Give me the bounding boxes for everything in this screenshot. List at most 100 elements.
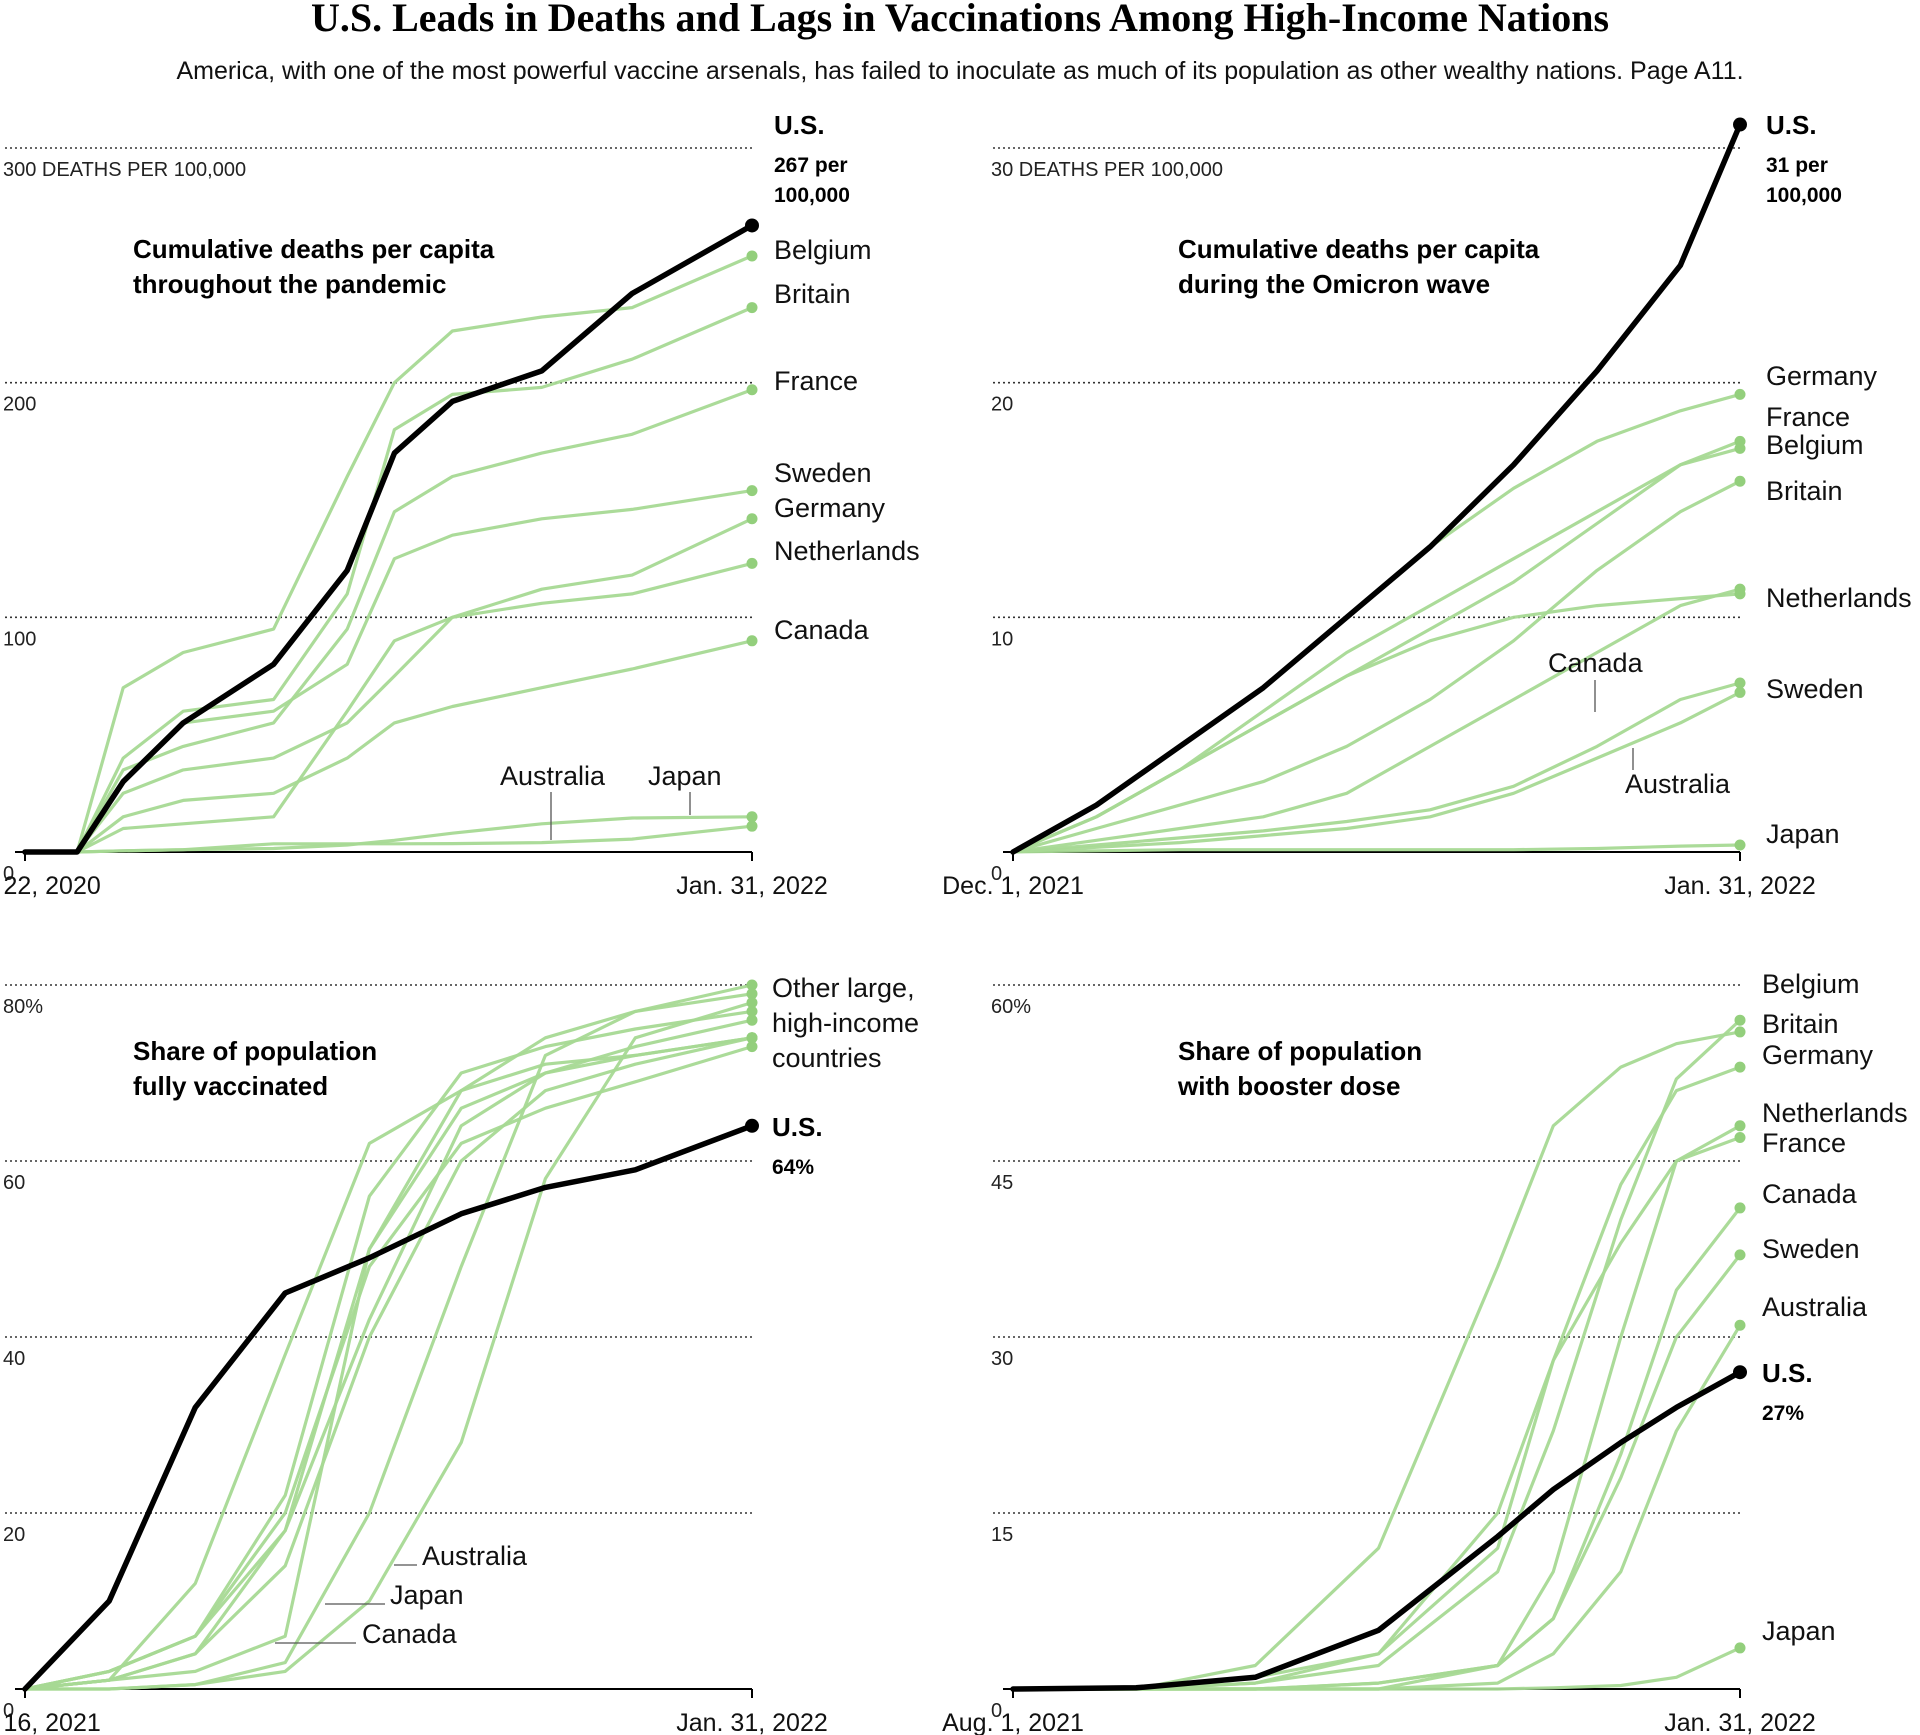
series-end-dot-japan [1734, 1642, 1746, 1654]
end-label-japan: Japan [1762, 1616, 1836, 1646]
y-tick-label: 15 [991, 1524, 1013, 1546]
series-line-australia [23, 824, 754, 854]
y-tick-label: 20 [991, 394, 1013, 416]
series-end-dot-germany [1734, 1061, 1746, 1073]
end-label-france: France [1762, 1128, 1846, 1158]
end-label-value: 64% [772, 1156, 814, 1179]
callout-label-canada: Canada [1548, 648, 1644, 678]
series-line-japan [23, 815, 754, 854]
y-tick-label: 0 [3, 1700, 14, 1722]
end-label-germany: Germany [1766, 361, 1878, 391]
series-end-dot-belgium [1734, 442, 1746, 454]
series-line-france [23, 1018, 754, 1691]
series-end-dot-canada [1734, 1202, 1746, 1214]
series-end-dot-u-s [1733, 117, 1747, 132]
series-line-u-s [1010, 1369, 1743, 1692]
series-line-belgium [23, 254, 754, 854]
panel-title: Cumulative deaths per capita [1178, 234, 1540, 264]
end-label-value: 100,000 [1766, 184, 1842, 207]
series-line-netherlands [23, 561, 754, 854]
y-tick-label: 0 [991, 863, 1002, 885]
series-end-dot-france [746, 384, 758, 396]
series-line-britain [1011, 479, 1742, 854]
y-tick-label: 100 [3, 628, 36, 650]
series-line-japan [1011, 843, 1742, 854]
series-end-dot-japan [746, 811, 758, 823]
x-tick-label: Jan. 31, 2022 [1664, 1709, 1816, 1735]
y-tick-label: 10 [991, 628, 1013, 650]
series-end-dot-britain [1734, 475, 1746, 487]
series-end-dot-belgium [746, 250, 758, 262]
series-end-dot-sweden [746, 485, 758, 497]
callout-label-australia: Australia [1625, 769, 1731, 799]
panel-title: with booster dose [1177, 1071, 1400, 1101]
series-end-dot-u-s [1733, 1365, 1747, 1380]
subheadline: America, with one of the most powerful v… [176, 57, 1744, 85]
series-line-britain [1011, 1030, 1742, 1691]
series-line-britain [23, 306, 754, 854]
callout-label-australia: Australia [422, 1541, 528, 1571]
series-line-canada [23, 983, 754, 1691]
end-label-canada: Canada [1762, 1179, 1858, 1209]
series-end-dot-belgium [746, 1005, 758, 1017]
series-line-sweden [23, 489, 754, 854]
series-end-dot-netherlands [1734, 1120, 1746, 1132]
end-label-netherlands: Netherlands [774, 536, 920, 566]
end-label-japan: Japan [1766, 819, 1840, 849]
series-line-japan [1011, 1646, 1742, 1691]
series-end-dot-britain [746, 302, 758, 314]
x-tick-label: Jan. 31, 2022 [1664, 872, 1816, 900]
end-label-britain: Britain [1766, 476, 1843, 506]
panel-title: Cumulative deaths per capita [133, 234, 495, 264]
series-line-canada [1011, 681, 1742, 854]
y-tick-label: 30 DEATHS PER 100,000 [991, 159, 1223, 181]
end-label-value: 27% [1762, 1402, 1804, 1425]
series-end-dot-canada [1734, 677, 1746, 689]
end-label-britain: Britain [1762, 1009, 1839, 1039]
y-tick-label: 60 [3, 1172, 25, 1194]
panel-title: fully vaccinated [133, 1071, 328, 1101]
series-end-dot-germany [1734, 388, 1746, 400]
series-end-dot-japan [1734, 839, 1746, 851]
y-tick-label: 200 [3, 394, 36, 416]
x-tick-label: Jan. 31, 2022 [676, 1709, 828, 1735]
y-tick-label: 45 [991, 1172, 1013, 1194]
series-line-u-s [22, 1123, 755, 1692]
y-tick-label: 40 [3, 1348, 25, 1370]
series-line-netherlands [23, 1036, 754, 1691]
series-end-dot-belgium [1734, 1014, 1746, 1026]
x-tick-label: Jan. 16, 2021 [0, 1709, 101, 1735]
end-label-belgium: Belgium [774, 235, 872, 265]
end-label-u-s: U.S. [774, 110, 825, 140]
group-label: Other large, [772, 973, 915, 1003]
series-end-dot-sweden [1734, 583, 1746, 595]
series-line-netherlands [1011, 1124, 1742, 1691]
end-label-sweden: Sweden [774, 458, 872, 488]
series-line-australia [23, 1001, 754, 1691]
series-end-dot-sweden [746, 1032, 758, 1044]
group-label: high-income [772, 1008, 919, 1038]
end-label-germany: Germany [774, 493, 886, 523]
callout-label-japan: Japan [648, 761, 722, 791]
series-line-u-s [1010, 121, 1743, 855]
panel-fully-vaccinated: 0 20 40 60 80% Jan. 16, 2021 Jan. 31, 2022 Shar… [0, 973, 919, 1735]
series-end-dot-france [1734, 1132, 1746, 1144]
series-line-germany [1011, 1065, 1742, 1691]
y-tick-label: 80% [3, 996, 43, 1018]
series-end-dot-france [746, 1014, 758, 1026]
series-end-dot-netherlands [746, 557, 758, 569]
series-end-dot-germany [746, 513, 758, 525]
series-end-dot-sweden [1734, 1249, 1746, 1261]
end-label-netherlands: Netherlands [1762, 1098, 1908, 1128]
y-tick-label: 0 [991, 1700, 1002, 1722]
series-line-australia [1011, 1323, 1742, 1691]
series-line-belgium [1011, 1018, 1742, 1691]
end-label-sweden: Sweden [1762, 1234, 1860, 1264]
series-end-dot-australia [746, 820, 758, 832]
series-end-dot-germany [746, 1041, 758, 1053]
y-tick-label: 30 [991, 1348, 1013, 1370]
y-tick-label: 20 [3, 1524, 25, 1546]
panel-title: during the Omicron wave [1178, 269, 1490, 299]
x-tick-label: Aug. 1, 2021 [942, 1709, 1084, 1735]
